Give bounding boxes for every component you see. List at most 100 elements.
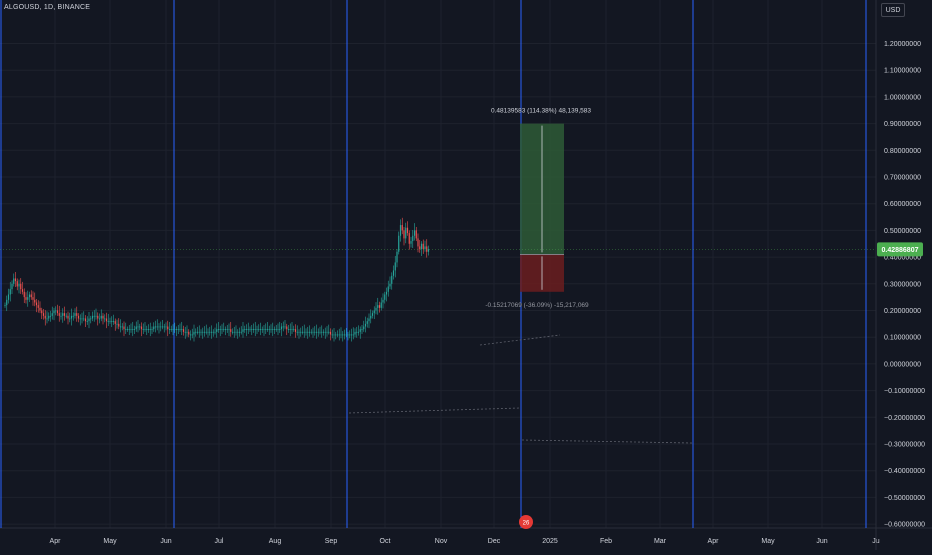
trend-line [348, 407, 521, 414]
candle-body [412, 235, 414, 242]
candle-body [235, 331, 237, 333]
candle-body [270, 329, 272, 330]
candle-body [7, 294, 10, 300]
candle-body [303, 331, 305, 333]
candle-body [48, 315, 50, 319]
y-tick-label: 0.00000000 [884, 361, 921, 368]
candle-body [261, 329, 263, 330]
candle-body [259, 329, 262, 330]
candle-body [168, 329, 171, 330]
candle-body [83, 318, 85, 320]
candle-body [238, 331, 241, 333]
candle-body [95, 315, 97, 317]
candle-body [329, 331, 332, 335]
candle-body [217, 329, 220, 330]
candle-body [377, 305, 379, 308]
candle-body [140, 326, 143, 330]
candle-body [163, 326, 165, 328]
candle-body [69, 318, 71, 320]
y-tick-label: −0.20000000 [884, 415, 925, 422]
candle-body [237, 331, 239, 333]
candle-body [286, 326, 288, 330]
candle-body [375, 307, 377, 311]
currency-button[interactable]: USD [881, 3, 905, 17]
candle-body [160, 326, 162, 328]
candle-body [97, 315, 99, 319]
candle-body [226, 329, 228, 330]
candle-body [214, 331, 216, 333]
candle-body [142, 329, 144, 330]
candle-body [268, 329, 270, 330]
candle-body [77, 315, 80, 319]
candle-body [373, 310, 375, 314]
x-tick-label: Feb [600, 538, 612, 545]
candle-body [427, 249, 430, 252]
candle-body [242, 329, 244, 332]
candle-body [363, 326, 365, 330]
candle-body [23, 291, 25, 298]
candle-body [401, 225, 403, 231]
candle-body [415, 230, 417, 239]
candle-body [420, 243, 423, 250]
candle-body [133, 329, 136, 330]
candle-body [336, 334, 339, 336]
candle-body [394, 262, 396, 271]
y-tick-label: −0.60000000 [884, 522, 925, 529]
candle-body [289, 329, 291, 330]
x-tick-label: Jun [816, 538, 827, 545]
candle-body [49, 315, 52, 317]
candle-body [153, 326, 155, 330]
candle-body [79, 318, 81, 320]
candle-body [72, 315, 74, 317]
symbol-title: ALGOUSD, 1D, BINANCE [4, 4, 91, 11]
candle-body [233, 331, 235, 333]
y-tick-label: 0.70000000 [884, 175, 921, 182]
candle-body [413, 230, 416, 236]
candle-body [116, 323, 118, 325]
candle-body [137, 326, 139, 328]
candle-body [25, 297, 27, 300]
candle-body [324, 331, 326, 333]
candle-body [240, 331, 242, 333]
x-tick-label: Dec [488, 538, 501, 545]
candle-body [104, 318, 106, 320]
candle-body [161, 326, 164, 328]
candle-body [371, 313, 374, 316]
candle-body [405, 227, 407, 239]
candle-body [63, 313, 66, 316]
candle-body [307, 331, 309, 333]
candle-body [280, 326, 283, 330]
candle-body [112, 321, 115, 322]
candle-body [121, 326, 123, 328]
candle-body [44, 315, 46, 319]
candle-body [179, 329, 181, 330]
candle-body [41, 310, 43, 314]
candle-body [156, 326, 158, 328]
candle-body [98, 318, 101, 320]
candle-body [55, 310, 57, 312]
candle-body [347, 334, 349, 336]
current-price-label: 0.42886807 [882, 247, 919, 254]
candle-body [46, 318, 48, 320]
candle-body [245, 329, 248, 330]
candle-body [349, 334, 351, 336]
x-tick-label: Nov [435, 538, 448, 545]
candle-body [223, 329, 225, 330]
candle-body [188, 331, 190, 335]
candle-body [321, 331, 323, 333]
candle-body [277, 329, 279, 330]
y-tick-label: 0.40000000 [884, 255, 921, 262]
candle-body [417, 238, 419, 247]
candle-body [272, 329, 274, 330]
x-tick-label: Apr [50, 538, 62, 545]
candle-body [256, 329, 258, 330]
candle-body [151, 329, 153, 330]
y-tick-label: −0.50000000 [884, 495, 925, 502]
candle-body [244, 329, 246, 330]
y-tick-label: 0.60000000 [884, 201, 921, 208]
candle-body [382, 299, 384, 303]
candle-body [282, 326, 284, 328]
candle-body [53, 310, 55, 314]
